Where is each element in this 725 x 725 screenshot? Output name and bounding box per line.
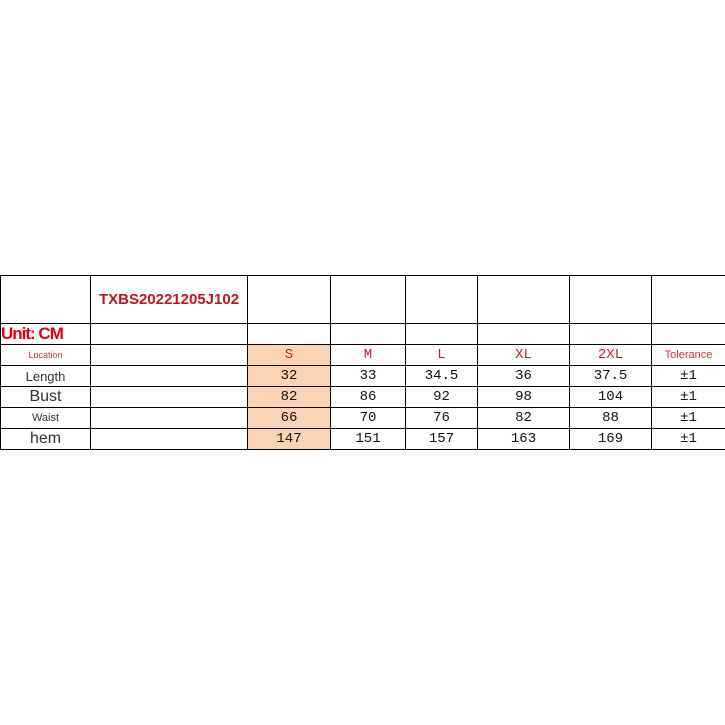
size-value: 33 [330,365,406,387]
tolerance-value: ±1 [651,407,725,429]
size-value: 86 [330,386,406,408]
size-value: 98 [477,386,570,408]
tolerance-value: ±1 [651,386,725,408]
title-row: TXBS20221205J102 [0,275,725,324]
size-header: L [405,344,478,366]
size-chart-table: TXBS20221205J102 Unit: CM Location S M L… [0,275,725,450]
size-value: 82 [247,386,331,408]
size-value: 92 [405,386,478,408]
size-value: 34.5 [405,365,478,387]
table-row: Length 32 33 34.5 36 37.5 ±1 [0,365,725,387]
size-value: 82 [477,407,570,429]
size-value: 76 [405,407,478,429]
unit-label: Unit: CM [0,323,91,345]
unit-row: Unit: CM [0,323,725,345]
size-value: 151 [330,428,406,450]
tolerance-header: Tolerance [651,344,725,366]
location-header: Location [0,344,91,366]
size-value: 104 [569,386,652,408]
measurement-label: Bust [0,386,91,408]
table-row: hem 147 151 157 163 169 ±1 [0,428,725,450]
measurement-label: hem [0,428,91,450]
size-value: 66 [247,407,331,429]
product-code: TXBS20221205J102 [90,275,248,324]
size-header: S [247,344,331,366]
size-header-row: Location S M L XL 2XL Tolerance [0,344,725,366]
size-header: XL [477,344,570,366]
size-header: 2XL [569,344,652,366]
table-row: Bust 82 86 92 98 104 ±1 [0,386,725,408]
tolerance-value: ±1 [651,365,725,387]
size-value: 157 [405,428,478,450]
size-value: 169 [569,428,652,450]
size-value: 70 [330,407,406,429]
measurement-label: Waist [0,407,91,429]
size-value: 32 [247,365,331,387]
size-value: 37.5 [569,365,652,387]
size-value: 147 [247,428,331,450]
table-row: Waist 66 70 76 82 88 ±1 [0,407,725,429]
size-header: M [330,344,406,366]
size-value: 163 [477,428,570,450]
tolerance-value: ±1 [651,428,725,450]
size-value: 88 [569,407,652,429]
measurement-label: Length [0,365,91,387]
size-value: 36 [477,365,570,387]
